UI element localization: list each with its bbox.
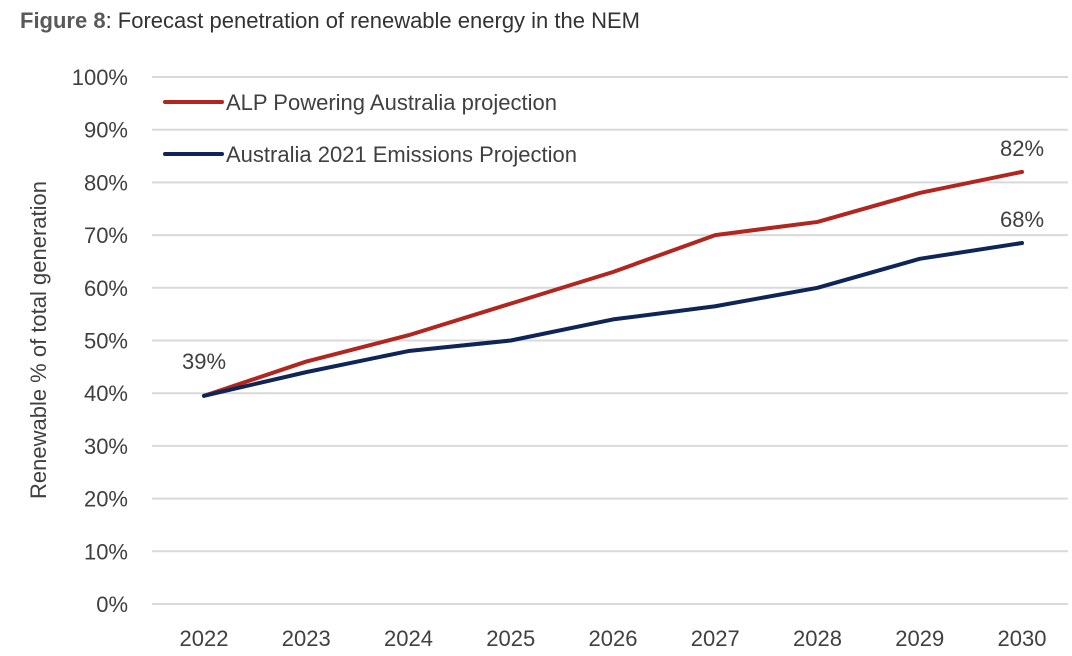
y-tick-label: 0%	[96, 592, 128, 617]
figure-label: Figure 8	[20, 8, 106, 33]
series-lines	[202, 169, 1024, 398]
series-line-alp	[202, 169, 1024, 398]
legend: ALP Powering Australia projection Austral…	[163, 90, 577, 167]
x-tick-label: 2023	[282, 626, 331, 651]
y-tick-label: 70%	[84, 223, 128, 248]
gridlines	[152, 76, 1068, 605]
x-tick-label: 2030	[998, 626, 1047, 651]
y-tick-label: 60%	[84, 276, 128, 301]
x-tick-label: 2025	[486, 626, 535, 651]
data-label: 68%	[1000, 207, 1044, 232]
y-axis-label: Renewable % of total generation	[26, 181, 51, 499]
legend-label: ALP Powering Australia projection	[226, 90, 557, 115]
x-tick-label: 2027	[691, 626, 740, 651]
x-tick-label: 2026	[589, 626, 638, 651]
figure-title: Figure 8: Forecast penetration of renewa…	[20, 8, 640, 34]
data-labels: 39% 82% 68%	[182, 136, 1044, 374]
y-tick-label: 40%	[84, 381, 128, 406]
y-tick-label: 20%	[84, 487, 128, 512]
legend-label: Australia 2021 Emissions Projection	[226, 142, 577, 167]
x-tick-label: 2022	[180, 626, 229, 651]
y-tick-label: 90%	[84, 118, 128, 143]
y-tick-label: 10%	[84, 539, 128, 564]
y-tick-label: 50%	[84, 329, 128, 354]
x-tick-label: 2028	[793, 626, 842, 651]
data-label: 82%	[1000, 136, 1044, 161]
data-label: 39%	[182, 349, 226, 374]
y-tick-label: 100%	[72, 65, 128, 90]
y-tick-labels: 0% 10% 20% 30% 40% 50% 60% 70% 80% 90% 100%	[72, 65, 128, 617]
x-tick-label: 2024	[384, 626, 433, 651]
series-line-emissions	[202, 241, 1024, 398]
y-tick-label: 80%	[84, 170, 128, 195]
x-tick-labels: 2022 2023 2024 2025 2026 2027 2028 2029 2030	[180, 626, 1047, 651]
x-tick-label: 2029	[895, 626, 944, 651]
figure-title-text: : Forecast penetration of renewable ener…	[105, 8, 640, 33]
y-tick-label: 30%	[84, 434, 128, 459]
